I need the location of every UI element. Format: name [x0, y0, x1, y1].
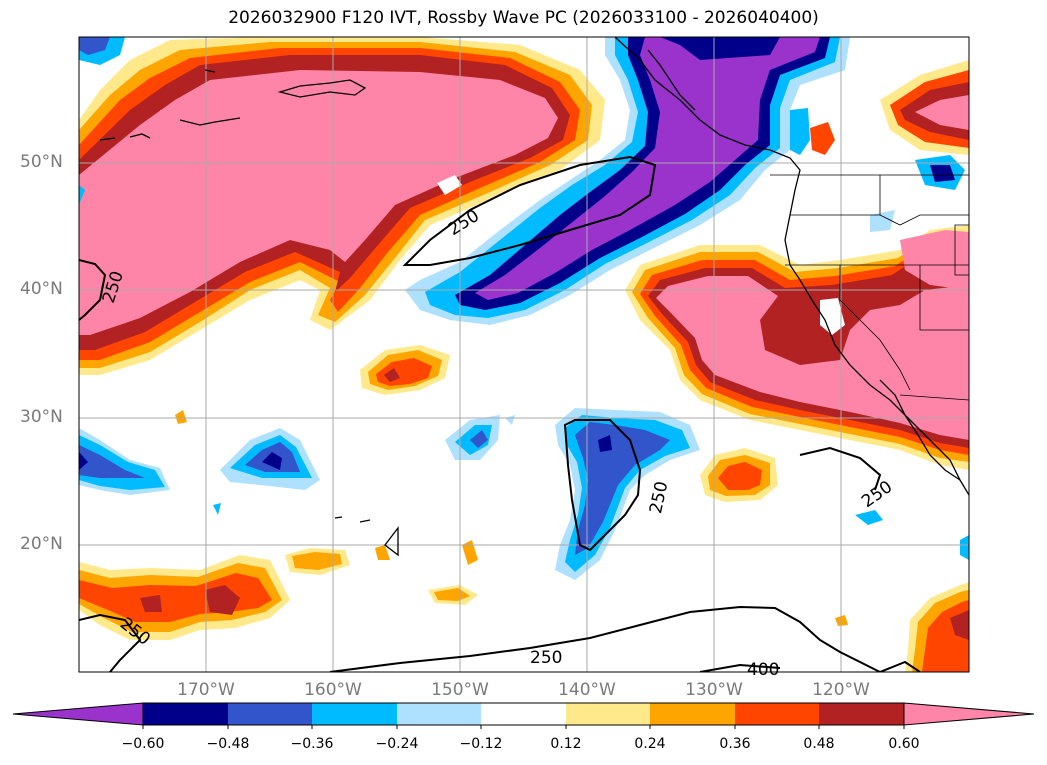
negative-anomaly-corner-nw [79, 37, 125, 205]
colorbar-tick-label: 0.60 [888, 736, 920, 752]
lat-label-50n: 50°N [20, 152, 63, 172]
colorbar-extend-left [12, 702, 144, 726]
negative-anomaly-subtropical [555, 408, 700, 580]
map-title: 2026032900 F120 IVT, Rossby Wave PC (202… [228, 8, 819, 28]
colorbar-segment [481, 703, 566, 725]
lon-label-130w: 130°W [685, 680, 743, 700]
lon-label-140w: 140°W [558, 680, 616, 700]
positive-anomaly-mid [360, 345, 450, 395]
negative-anomaly-hawaii-north [220, 428, 320, 490]
positive-anomaly-small-3 [462, 540, 478, 565]
contour-label: 400 [747, 660, 779, 680]
colorbar-tick-label: 0.24 [634, 736, 666, 752]
negative-anomaly-small-se [855, 510, 883, 525]
coastlines [99, 37, 969, 557]
lon-label-150w: 150°W [431, 680, 489, 700]
positive-anomaly-northwest [79, 37, 605, 375]
colorbar [12, 702, 1035, 729]
colorbar-segment [735, 703, 819, 725]
positive-anomaly-southeast [905, 582, 969, 672]
positive-anomaly-small-2-core [434, 588, 470, 601]
colorbar-extend-right [903, 702, 1035, 726]
positive-anomaly-east-subtropical [700, 448, 778, 502]
negative-anomaly-nevada [870, 210, 895, 232]
state-borders [770, 174, 969, 401]
lon-label-120w: 120°W [812, 680, 870, 700]
positive-anomaly-southwest [79, 555, 290, 640]
colorbar-segment [143, 703, 228, 725]
colorbar-segment [650, 703, 735, 725]
colorbar-tick-label: 0.48 [803, 736, 835, 752]
negative-anomaly-coast [790, 108, 810, 155]
negative-anomaly-gulf-of-alaska [405, 37, 850, 325]
lat-label-40n: 40°N [20, 279, 63, 299]
colorbar-segment [228, 703, 312, 725]
negative-anomaly-central [445, 415, 515, 460]
negative-anomaly-idaho-core [930, 165, 955, 182]
lat-label-20n: 20°N [20, 534, 63, 554]
negative-anomaly-west-edge [79, 428, 170, 495]
contour-label: 250 [530, 648, 562, 668]
positive-anomaly-coast-small [810, 122, 835, 155]
colorbar-tick-label: −0.12 [459, 736, 503, 752]
colorbar-segment [312, 703, 397, 725]
colorbar-tick-label: −0.60 [121, 736, 165, 752]
colorbar-segment [566, 703, 650, 725]
negative-anomaly-right-edge [960, 535, 969, 560]
shaded-fields [79, 37, 969, 672]
colorbar-segment [819, 703, 904, 725]
positive-anomaly-small-1-core [292, 552, 342, 570]
gridlines [79, 37, 969, 672]
negative-anomaly-tiny [213, 503, 221, 515]
positive-anomaly-small-5 [375, 545, 390, 560]
plot-frame [78, 36, 970, 673]
colorbar-tick-label: 0.36 [719, 736, 751, 752]
colorbar-tick-label: −0.36 [290, 736, 334, 752]
positive-anomaly-small-4 [175, 410, 187, 424]
positive-anomaly-northeast [880, 60, 969, 155]
ivt-contours [79, 155, 921, 672]
lon-label-170w: 170°W [177, 680, 235, 700]
colorbar-tick-label: 0.12 [550, 736, 582, 752]
lat-label-30n: 30°N [20, 407, 63, 427]
colorbar-tick-label: −0.48 [206, 736, 250, 752]
colorbar-tick-label: −0.24 [375, 736, 419, 752]
lon-label-160w: 160°W [304, 680, 362, 700]
colorbar-segment [397, 703, 481, 725]
